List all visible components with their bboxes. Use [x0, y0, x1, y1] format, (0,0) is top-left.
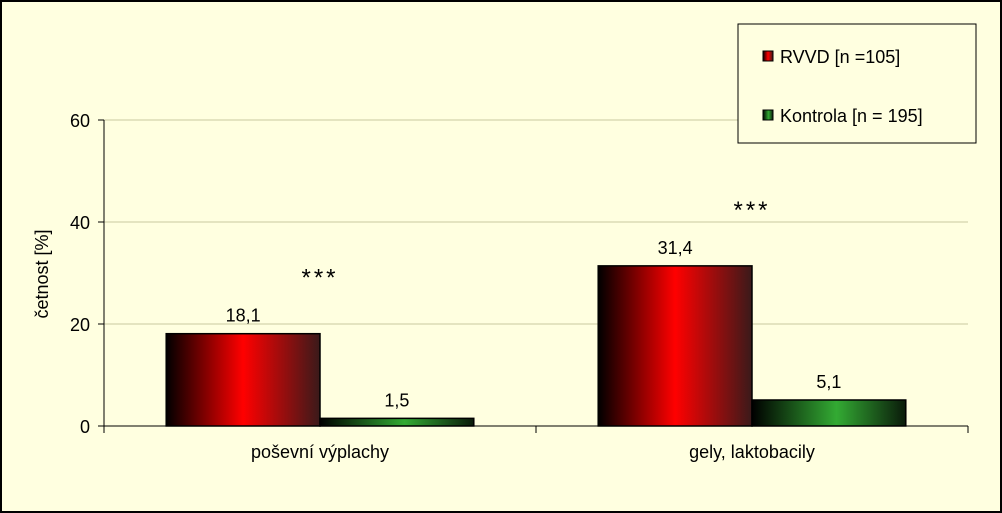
y-tick-label-20: 20 — [70, 315, 90, 335]
legend-swatch-rvvd — [762, 50, 774, 62]
significance-annotation-0: *** — [301, 265, 338, 292]
x-tick-label-1: gely, laktobacily — [689, 442, 815, 462]
legend-label-kontrola: Kontrola [n = 195] — [780, 106, 923, 126]
bar-s0-c1 — [597, 265, 753, 427]
legend-label-rvvd: RVVD [n =105] — [780, 47, 900, 67]
y-tick-label-60: 60 — [70, 111, 90, 131]
bars — [165, 265, 907, 427]
significance-annotation-1: *** — [733, 197, 770, 224]
y-tick-label-40: 40 — [70, 213, 90, 233]
labels: 0 20 40 60 18,1 1,5 poševní výplachy *** 31,4 5,1… — [70, 111, 841, 462]
data-label-s1-c0: 1,5 — [384, 390, 409, 410]
x-tick-label-0: poševní výplachy — [251, 442, 389, 462]
legend-box — [737, 23, 977, 144]
y-tick-label-0: 0 — [80, 417, 90, 437]
legend: RVVD [n =105] Kontrola [n = 195] — [737, 23, 977, 144]
bar-s0-c0 — [165, 332, 321, 427]
bar-s1-c0 — [319, 417, 475, 427]
data-label-s1-c1: 5,1 — [816, 372, 841, 392]
data-label-s0-c1: 31,4 — [658, 238, 693, 258]
axes — [98, 119, 969, 433]
y-axis-title: četnost [%] — [32, 229, 52, 318]
data-label-s0-c0: 18,1 — [226, 306, 261, 326]
legend-swatch-kontrola — [762, 109, 774, 121]
bar-s1-c1 — [751, 399, 907, 427]
